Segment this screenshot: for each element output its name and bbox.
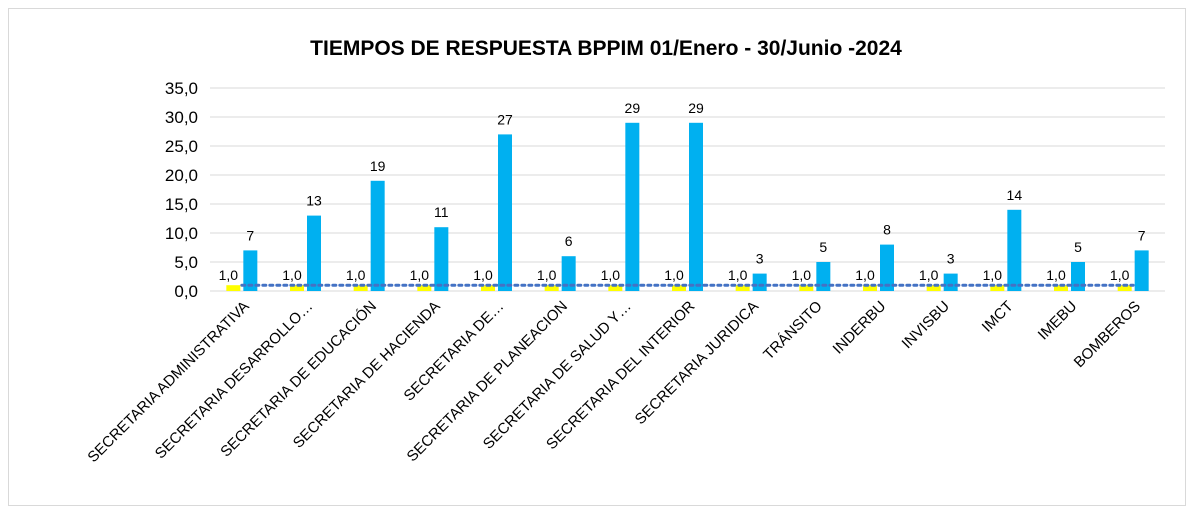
data-label: 1,0 — [282, 267, 302, 283]
y-tick-label: 20,0 — [165, 166, 198, 185]
chart-frame — [8, 8, 1186, 506]
data-label: 8 — [883, 222, 891, 238]
chart-title: TIEMPOS DE RESPUESTA BPPIM 01/Enero - 30… — [310, 37, 902, 60]
data-label: 1,0 — [410, 267, 430, 283]
bar — [625, 122, 640, 291]
data-label: 1,0 — [537, 267, 557, 283]
bar — [434, 227, 449, 291]
y-tick-label: 25,0 — [165, 137, 198, 156]
bar — [1054, 285, 1068, 291]
bar — [290, 285, 304, 291]
bar — [990, 285, 1005, 291]
bar — [799, 285, 814, 291]
y-tick-label: 30,0 — [165, 108, 198, 127]
bar — [672, 285, 686, 291]
y-tick-label: 10,0 — [165, 224, 198, 243]
bar — [417, 285, 432, 291]
bar — [544, 285, 559, 291]
bar — [1117, 285, 1132, 291]
y-tick-label: 15,0 — [165, 195, 198, 214]
data-label: 1,0 — [855, 267, 875, 283]
data-label: 11 — [434, 204, 449, 220]
data-label: 5 — [819, 239, 827, 255]
data-label: 1,0 — [728, 267, 748, 283]
bar — [880, 244, 894, 291]
bar — [926, 285, 941, 291]
bar — [243, 250, 258, 291]
bar — [1007, 209, 1022, 291]
data-label: 3 — [947, 251, 955, 267]
data-label: 1,0 — [664, 267, 684, 283]
data-label: 27 — [497, 111, 513, 127]
bar — [481, 285, 495, 291]
data-label: 13 — [306, 193, 322, 209]
bar — [307, 215, 321, 291]
bar — [752, 273, 767, 291]
data-label: 1,0 — [983, 267, 1003, 283]
data-label: 1,0 — [1110, 267, 1130, 283]
y-tick-label: 35,0 — [165, 79, 198, 98]
data-label: 1,0 — [919, 267, 939, 283]
data-label: 29 — [688, 100, 704, 116]
data-label: 1,0 — [1046, 267, 1066, 283]
bar — [735, 285, 750, 291]
data-label: 3 — [756, 251, 764, 267]
y-tick-label: 0,0 — [174, 282, 198, 301]
bar — [943, 273, 958, 291]
data-label: 6 — [565, 233, 573, 249]
bar — [1134, 250, 1149, 291]
bar — [226, 285, 241, 291]
data-label: 1,0 — [792, 267, 812, 283]
bar — [498, 134, 512, 291]
data-label: 1,0 — [601, 267, 621, 283]
bar — [608, 285, 623, 291]
bar — [370, 180, 385, 291]
data-label: 7 — [1138, 227, 1146, 243]
data-label: 14 — [1007, 187, 1023, 203]
data-label: 29 — [625, 100, 641, 116]
bar — [689, 122, 703, 291]
data-label: 5 — [1074, 239, 1082, 255]
bar — [561, 256, 576, 291]
bar — [863, 285, 877, 291]
data-label: 1,0 — [473, 267, 493, 283]
y-tick-label: 5,0 — [174, 253, 198, 272]
data-label: 1,0 — [219, 267, 239, 283]
data-label: 1,0 — [346, 267, 366, 283]
bar — [353, 285, 368, 291]
bar — [816, 262, 831, 291]
data-label: 7 — [246, 227, 254, 243]
data-label: 19 — [370, 158, 386, 174]
